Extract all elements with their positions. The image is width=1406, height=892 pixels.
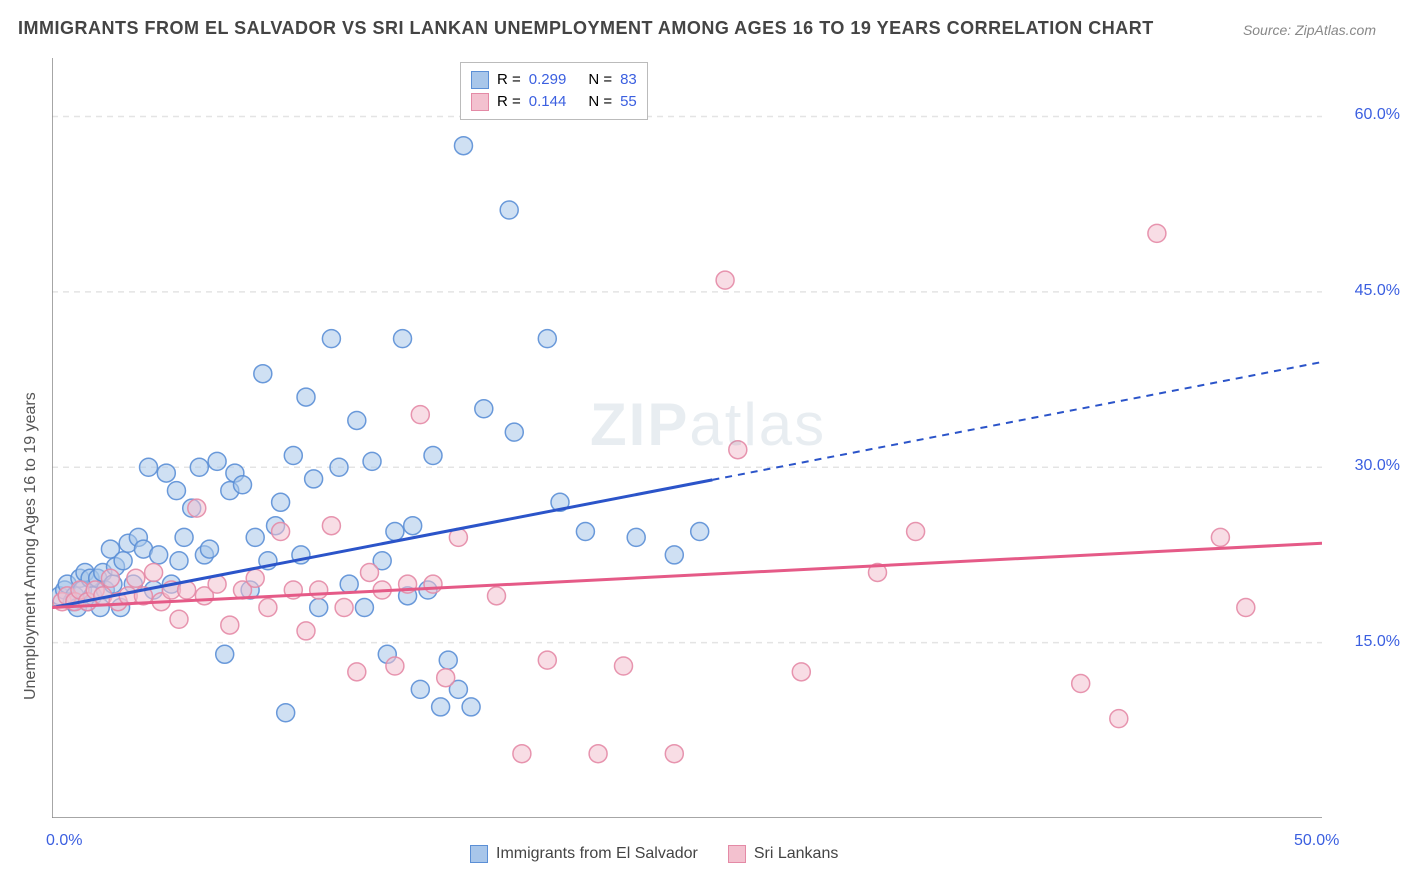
y-tick-label: 45.0% (1330, 282, 1400, 300)
series-legend-item: Sri Lankans (728, 845, 839, 863)
source-label: Source: ZipAtlas.com (1243, 22, 1376, 38)
legend-swatch (470, 845, 488, 863)
legend-r-value: 0.144 (529, 91, 567, 113)
x-tick-label: 0.0% (46, 832, 82, 850)
legend-n-value: 55 (620, 91, 637, 113)
chart-title: IMMIGRANTS FROM EL SALVADOR VS SRI LANKA… (18, 18, 1154, 39)
chart-container: IMMIGRANTS FROM EL SALVADOR VS SRI LANKA… (0, 0, 1406, 892)
legend-r-label: R = (497, 91, 521, 113)
legend-n-value: 83 (620, 69, 637, 91)
series-name: Sri Lankans (754, 845, 839, 863)
y-tick-label: 60.0% (1330, 106, 1400, 124)
legend-swatch (471, 71, 489, 89)
legend-row: R = 0.299 N = 83 (471, 69, 637, 91)
series-legend: Immigrants from El Salvador Sri Lankans (470, 845, 838, 863)
legend-swatch (471, 93, 489, 111)
legend-row: R = 0.144 N = 55 (471, 91, 637, 113)
legend-r-label: R = (497, 69, 521, 91)
legend-n-label: N = (588, 91, 612, 113)
legend-n-label: N = (588, 69, 612, 91)
legend-swatch (728, 845, 746, 863)
y-tick-label: 15.0% (1330, 633, 1400, 651)
correlation-legend: R = 0.299 N = 83 R = 0.144 N = 55 (460, 62, 648, 120)
x-tick-label: 50.0% (1294, 832, 1339, 850)
series-name: Immigrants from El Salvador (496, 845, 698, 863)
y-axis-label: Unemployment Among Ages 16 to 19 years (22, 392, 40, 700)
legend-r-value: 0.299 (529, 69, 567, 91)
y-tick-label: 30.0% (1330, 457, 1400, 475)
series-legend-item: Immigrants from El Salvador (470, 845, 698, 863)
scatter-plot (52, 58, 1322, 818)
